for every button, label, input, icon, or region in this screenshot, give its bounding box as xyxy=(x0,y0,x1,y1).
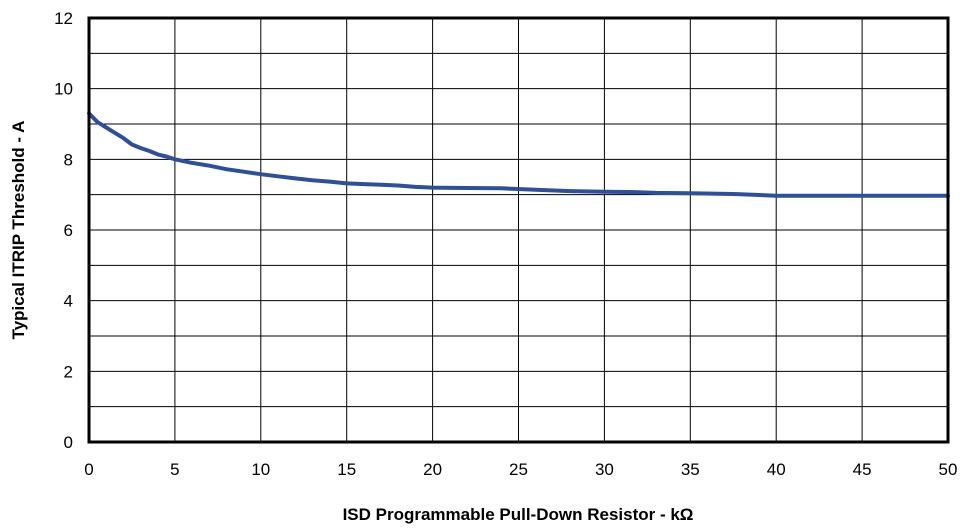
y-tick-label: 0 xyxy=(64,433,73,452)
x-tick-label: 15 xyxy=(337,460,356,479)
y-tick-label: 12 xyxy=(54,9,73,28)
x-tick-label: 10 xyxy=(251,460,270,479)
y-axis-ticks: 0 2 4 6 8 10 12 xyxy=(54,9,73,452)
x-tick-label: 20 xyxy=(423,460,442,479)
x-axis-title: ISD Programmable Pull-Down Resistor - kΩ xyxy=(343,505,694,524)
series-layer xyxy=(87,111,950,198)
y-tick-label: 10 xyxy=(54,80,73,99)
plot-frame xyxy=(87,16,950,444)
y-tick-label: 4 xyxy=(64,292,73,311)
series-line xyxy=(87,111,950,198)
x-tick-label: 45 xyxy=(853,460,872,479)
y-tick-label: 2 xyxy=(64,362,73,381)
x-axis-ticks: 0 5 10 15 20 25 30 35 40 45 50 xyxy=(84,460,957,479)
y-tick-label: 8 xyxy=(64,150,73,169)
y-tick-label: 6 xyxy=(64,221,73,240)
x-tick-label: 0 xyxy=(84,460,93,479)
x-tick-label: 50 xyxy=(939,460,958,479)
x-tick-label: 5 xyxy=(170,460,179,479)
y-axis-title: Typical ITRIP Threshold - A xyxy=(9,121,28,340)
x-tick-label: 35 xyxy=(681,460,700,479)
x-tick-label: 40 xyxy=(767,460,786,479)
x-tick-label: 25 xyxy=(509,460,528,479)
x-tick-label: 30 xyxy=(595,460,614,479)
